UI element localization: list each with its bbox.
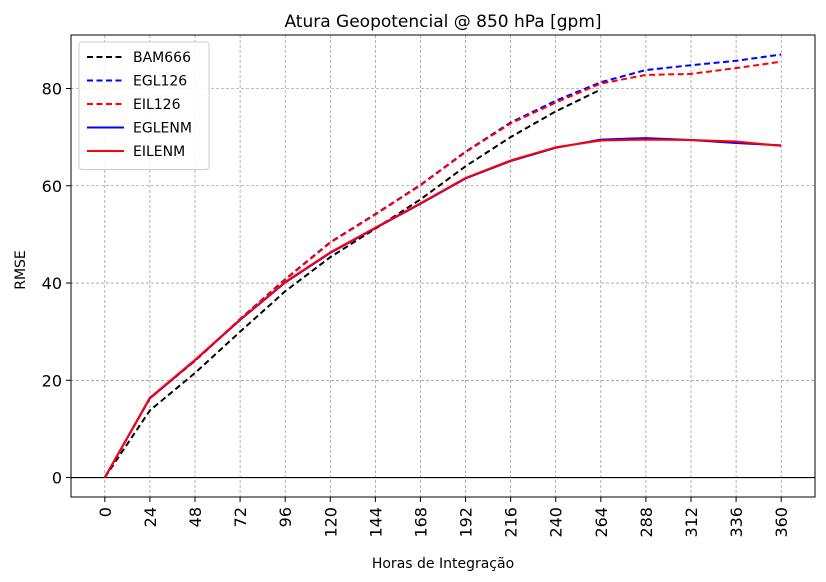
y-axis-label: RMSE [13,250,29,290]
x-tick-label: 360 [772,507,791,538]
legend-entry-eglenm: EGLENM [133,121,192,137]
x-tick-label: 48 [186,507,205,527]
x-tick-label: 240 [547,507,566,538]
y-tick-label: 0 [52,469,62,488]
x-tick-label: 192 [457,507,476,538]
legend-box [78,41,210,170]
x-tick-label: 0 [96,507,115,517]
x-tick-label: 216 [502,507,521,538]
y-tick-label: 60 [42,177,62,196]
y-tick-label: 80 [42,79,62,98]
series-lines [103,53,782,479]
x-tick-label: 72 [231,507,250,527]
series-line-eglenm [103,137,782,478]
series-line-bam666 [103,88,602,479]
x-tick-label: 96 [276,507,295,527]
series-line-eilenm [103,138,782,478]
x-tick-label: 24 [141,507,160,527]
chart-title: Atura Geopotencial @ 850 hPa [gpm] [284,12,601,32]
legend-entry-bam666: BAM666 [133,50,191,66]
x-tick-label: 312 [682,507,701,538]
legend-entry-eil126: EIL126 [133,97,181,113]
x-tick-label: 336 [727,507,746,538]
x-tick-label: 120 [321,507,340,538]
legend-entry-egl126: EGL126 [133,74,187,90]
y-axis-ticks: 0 20 40 60 80 [42,79,71,488]
plot-frame [70,34,816,498]
x-tick-label: 168 [411,507,430,538]
x-tick-label: 264 [592,507,611,538]
x-tick-label: 144 [366,507,385,538]
y-tick-label: 20 [42,371,62,390]
x-axis-label: Horas de Integração [372,556,514,572]
x-tick-label: 288 [637,507,656,538]
legend-entry-eilenm: EILENM [133,144,185,160]
y-tick-label: 40 [42,274,62,293]
legend: BAM666 EGL126 EIL126 EGLENM EILENM [78,41,210,170]
x-axis-ticks: 0 24 48 72 96 120 144 168 192 216 240 264 288 312 336 3… [96,497,791,538]
series-line-eil126 [103,60,782,478]
